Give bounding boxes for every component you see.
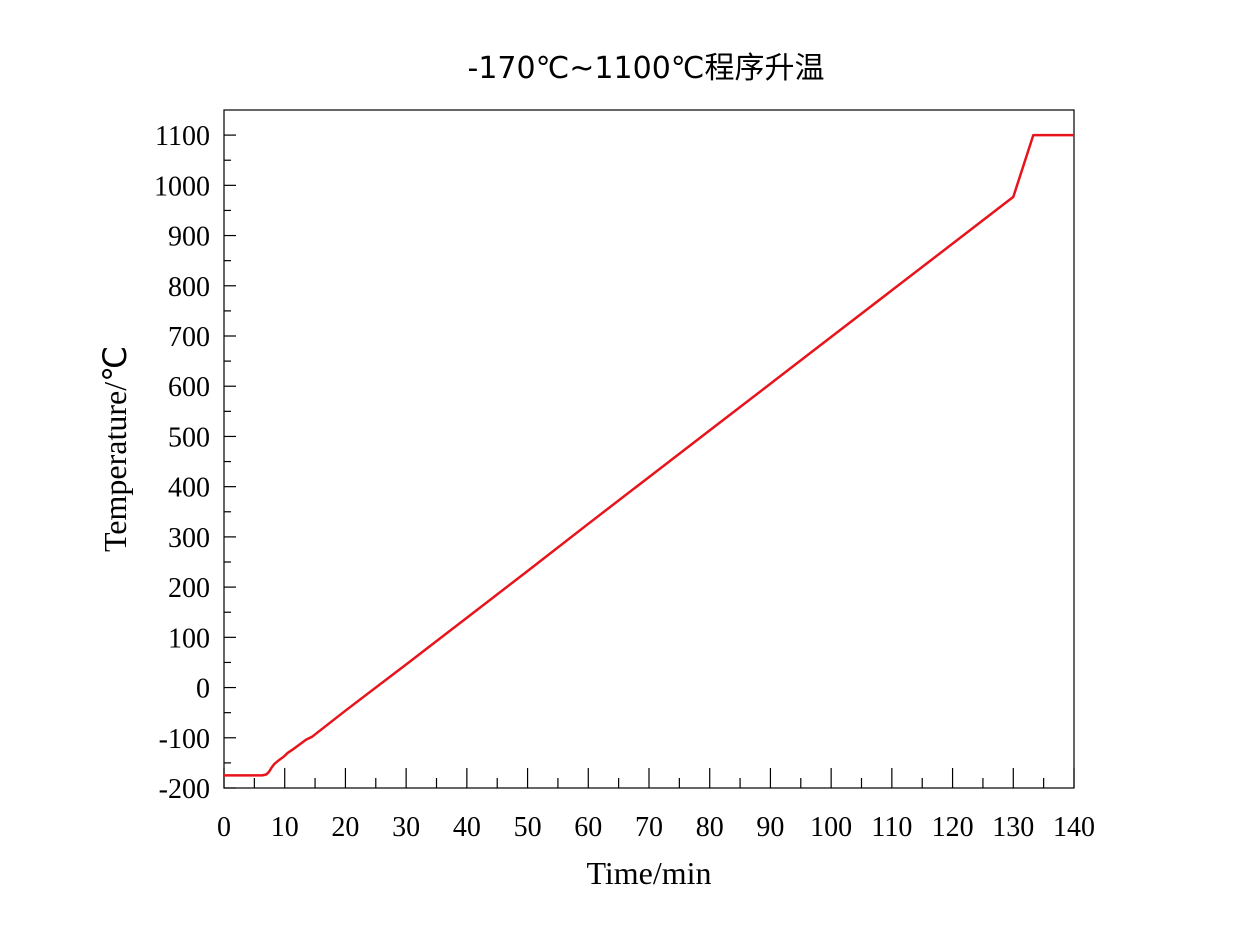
y-tick-label: 400: [168, 473, 210, 504]
x-tick-label: 20: [331, 812, 359, 843]
x-tick-label: 30: [392, 812, 420, 843]
x-tick-label: 10: [271, 812, 299, 843]
x-tick-label: 110: [871, 812, 912, 843]
x-axis: 0 10 20 30 40 50 60 70 80 90 100 110 120 130 140: [217, 768, 1095, 843]
x-tick-label: 60: [574, 812, 602, 843]
y-tick-label: 800: [168, 272, 210, 303]
y-tick-label: -200: [159, 774, 210, 805]
x-tick-label: 80: [696, 812, 724, 843]
x-axis-label: Time/min: [586, 855, 711, 891]
y-tick-label: 600: [168, 372, 210, 403]
y-tick-label: 300: [168, 523, 210, 554]
y-tick-label: 0: [196, 674, 210, 705]
x-tick-label: 130: [992, 812, 1034, 843]
x-tick-label: 50: [514, 812, 542, 843]
y-axis: -200 -100 0 100 200 300 400 500 600 700 800 900 1000…: [154, 121, 236, 805]
y-tick-label: 200: [168, 573, 210, 604]
x-tick-label: 70: [635, 812, 663, 843]
x-tick-label: 120: [932, 812, 974, 843]
x-tick-label: 0: [217, 812, 231, 843]
x-tick-label: 100: [810, 812, 852, 843]
y-tick-label: 700: [168, 322, 210, 353]
y-tick-label: 500: [168, 422, 210, 453]
plot-frame: [223, 109, 1075, 789]
y-tick-label: 100: [168, 623, 210, 654]
x-tick-label: 40: [453, 812, 481, 843]
series-line-0: [224, 133, 1074, 777]
chart-title: -170℃~1100℃程序升温: [468, 51, 825, 86]
y-tick-label: 1100: [155, 121, 210, 152]
y-tick-label: -100: [159, 724, 210, 755]
y-tick-label: 900: [168, 222, 210, 253]
x-tick-label: 90: [756, 812, 784, 843]
x-tick-label: 140: [1053, 812, 1095, 843]
y-tick-label: 1000: [154, 171, 210, 202]
series-layer: [224, 133, 1074, 777]
y-axis-label: Temperature/℃: [97, 346, 133, 552]
